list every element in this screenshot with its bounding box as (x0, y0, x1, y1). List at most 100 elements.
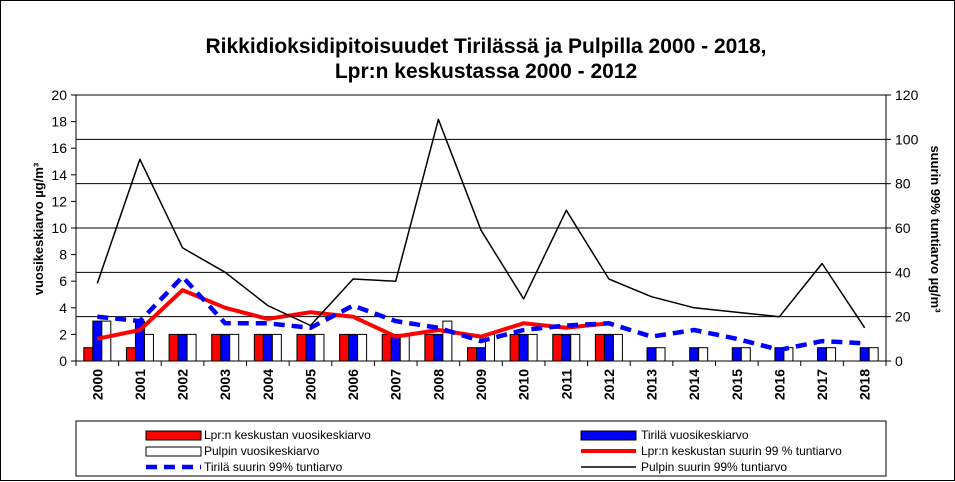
y-left-tick-label: 6 (59, 273, 67, 289)
legend-box (75, 420, 887, 477)
y-left-tick-label: 10 (51, 220, 67, 236)
x-tick-label: 2004 (260, 369, 276, 400)
bar-2-2003 (229, 333, 240, 362)
bar-0-2005 (296, 333, 307, 362)
legend-label: Tirilä vuosikeskiarvo (641, 428, 749, 442)
x-tick-label: 2001 (132, 369, 148, 400)
bar-1-2000 (92, 320, 103, 362)
y-left-tick-label: 8 (59, 247, 67, 263)
legend-label: Pulpin suurin 99% tuntiarvo (641, 460, 787, 474)
y-right-tick-label: 60 (895, 220, 911, 236)
x-tick-label: 2007 (388, 369, 404, 400)
bar-2-2017 (826, 347, 837, 362)
y-left-tick-label: 16 (51, 140, 67, 156)
legend-label: Pulpin vuosikeskiarvo (204, 444, 320, 458)
bar-1-2004 (262, 333, 273, 362)
bar-0-2012 (594, 333, 605, 362)
x-tick-label: 2006 (345, 369, 361, 400)
bar-0-2004 (253, 333, 264, 362)
bar-0-2007 (381, 333, 392, 362)
x-tick-label: 2014 (686, 369, 702, 400)
bar-1-2010 (518, 333, 529, 362)
chart-title-line-2: Lpr:n keskustassa 2000 - 2012 (335, 60, 637, 83)
bar-0-2001 (125, 347, 136, 362)
x-tick-label: 2012 (601, 369, 617, 400)
x-tick-label: 2009 (473, 369, 489, 400)
y-right-tick-label: 80 (895, 176, 911, 192)
bar-1-2014 (689, 347, 700, 362)
x-tick-label: 2016 (771, 369, 787, 400)
y-left-tick-label: 12 (51, 193, 67, 209)
legend-label: Lpr:n keskustan vuosikeskiarvo (204, 428, 371, 442)
gridlines (76, 94, 886, 318)
bar-0-2009 (467, 347, 477, 362)
bar-1-2017 (817, 347, 828, 362)
bar-0-2011 (552, 333, 563, 362)
bar-2-2015 (740, 347, 751, 362)
bar-1-2006 (348, 333, 359, 362)
bar-1-2018 (859, 347, 870, 362)
bar-1-2003 (220, 333, 231, 362)
x-tick-label: 2000 (89, 369, 105, 400)
y-left-tick-label: 4 (59, 300, 67, 316)
bar-0-2006 (339, 333, 350, 362)
y-right-tick-label: 20 (895, 309, 911, 325)
bar-2-2013 (655, 347, 666, 362)
x-tick-label: 2011 (558, 369, 574, 400)
y-left-tick-label: 2 (59, 326, 67, 342)
x-tick-label: 2008 (430, 369, 446, 400)
x-tick-label: 2002 (175, 369, 191, 400)
legend-swatch (145, 430, 202, 441)
bar-1-2011 (561, 333, 572, 362)
bar-1-2005 (305, 333, 316, 362)
legend-swatch (580, 430, 637, 441)
x-tick-label: 2003 (217, 369, 233, 400)
legend: Lpr:n keskustan vuosikeskiarvo Tirilä vuo… (75, 420, 887, 477)
bar-2-2008 (442, 320, 453, 362)
bar-0-2002 (168, 333, 179, 362)
bar-2-2014 (698, 347, 709, 362)
y-left-tick-label: 14 (51, 167, 67, 183)
bar-2-2004 (271, 333, 282, 362)
y-left-tick-label: 0 (59, 353, 67, 369)
bar-2-2010 (527, 333, 538, 362)
bar-2-2001 (143, 333, 154, 362)
x-tick-label: 2017 (814, 369, 830, 400)
bar-1-2008 (433, 333, 444, 362)
x-tick-label: 2018 (857, 369, 873, 400)
bar-2-2002 (186, 333, 197, 362)
lines (96, 118, 866, 353)
bar-1-2012 (603, 333, 614, 362)
y-right-tick-label: 100 (895, 131, 919, 147)
series-line-0 (96, 288, 610, 341)
x-tick-label: 2013 (644, 369, 660, 400)
chart-title-line-1: Rikkidioksidipitoisuudet Tirilässä ja Pu… (206, 35, 767, 58)
bar-0-2010 (509, 333, 520, 362)
y-right-tick-label: 0 (895, 353, 903, 369)
x-tick-label: 2010 (516, 369, 532, 400)
bar-2-2007 (399, 333, 410, 362)
series-line-1 (97, 274, 865, 353)
bar-2-2005 (314, 333, 325, 362)
y-axis-left-label: vuosikeskiarvo µg/m³ (31, 162, 46, 295)
bar-0-2000 (83, 347, 94, 362)
bar-1-2002 (177, 333, 188, 362)
bar-2-2012 (612, 333, 623, 362)
bar-1-2015 (731, 347, 742, 362)
series-line-2 (96, 118, 866, 329)
bar-2-2006 (357, 333, 368, 362)
y-left-tick-label: 20 (51, 87, 67, 103)
bar-2-2011 (570, 333, 581, 362)
x-tick-label: 2005 (302, 369, 318, 400)
x-tick-label: 2015 (729, 369, 745, 400)
legend-label: Lpr:n keskustan suurin 99 % tuntiarvo (641, 444, 842, 458)
bar-2-2000 (101, 320, 112, 362)
y-right-tick-label: 120 (895, 87, 919, 103)
y-left-tick-label: 18 (51, 114, 67, 130)
bar-2-2018 (868, 347, 879, 362)
legend-swatch (145, 446, 202, 457)
bar-1-2013 (646, 347, 657, 362)
bar-0-2003 (211, 333, 222, 362)
